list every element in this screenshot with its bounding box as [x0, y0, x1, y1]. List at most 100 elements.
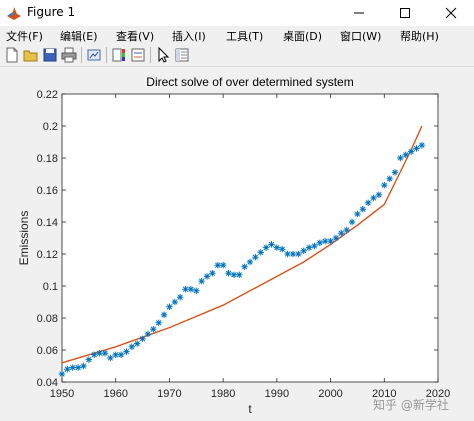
data-point — [375, 191, 383, 198]
data-point — [407, 148, 415, 155]
data-point — [338, 230, 345, 237]
data-point — [370, 194, 377, 202]
data-point — [225, 270, 232, 277]
x-tick-label: 1950 — [50, 388, 74, 400]
data-point — [386, 175, 393, 182]
close-button[interactable] — [428, 0, 474, 26]
data-point — [144, 330, 152, 338]
print-icon[interactable] — [60, 46, 78, 64]
data-point — [58, 370, 66, 378]
data-point — [279, 246, 286, 253]
x-tick-label: 2020 — [426, 388, 450, 400]
data-point — [107, 354, 114, 362]
data-point — [252, 254, 259, 261]
minimize-icon — [354, 12, 364, 14]
data-point — [241, 263, 248, 270]
maximize-icon — [400, 8, 410, 18]
colorbar-icon[interactable] — [110, 46, 128, 64]
data-point — [182, 286, 189, 293]
toolbar — [0, 44, 474, 67]
chart: 1950 1960 1970 1980 1990 2000 2010 2020 0.04 0.0… — [17, 75, 450, 416]
data-point — [327, 238, 334, 245]
close-icon — [445, 7, 457, 19]
data-point — [214, 262, 221, 269]
toolbar-separator — [150, 47, 151, 63]
menu-view[interactable]: 查看(V) — [116, 30, 155, 43]
data-point — [112, 351, 119, 358]
x-tick-label: 1960 — [103, 388, 127, 400]
data-point — [322, 238, 329, 245]
data-point — [176, 294, 184, 301]
data-point — [171, 298, 178, 306]
data-point — [101, 350, 109, 357]
data-point — [348, 218, 356, 226]
data-point — [391, 169, 399, 176]
data-point — [381, 182, 388, 189]
y-tick-label: 0.1 — [43, 281, 58, 293]
toolbar-separator — [106, 47, 107, 63]
menu-window[interactable]: 窗口(W) — [340, 30, 382, 43]
data-point — [284, 250, 291, 258]
menu-edit[interactable]: 编辑(E) — [60, 30, 98, 43]
title-bar: Figure 1 — [0, 0, 474, 27]
open-file-icon[interactable] — [22, 46, 40, 64]
data-point — [203, 273, 211, 280]
data-point — [332, 234, 340, 242]
minimize-button[interactable] — [336, 0, 382, 26]
data-point — [134, 340, 141, 347]
data-point — [74, 364, 82, 371]
menu-help[interactable]: 帮助(H) — [400, 30, 439, 43]
menu-tools[interactable]: 工具(T) — [226, 30, 264, 43]
window-title: Figure 1 — [27, 5, 76, 19]
y-tick-label: 0.2 — [43, 121, 58, 133]
data-point — [193, 287, 200, 294]
menu-bar: 文件(F) 编辑(E) 查看(V) 插入(I) 工具(T) 桌面(D) 窗口(W… — [0, 26, 474, 44]
menu-file[interactable]: 文件(F) — [6, 30, 43, 43]
matlab-icon — [6, 5, 22, 21]
property-editor-icon[interactable] — [173, 46, 191, 64]
data-point — [289, 250, 297, 258]
data-point — [80, 362, 87, 370]
x-tick-label: 1980 — [211, 388, 235, 400]
watermark: 知乎 @新学社 — [373, 398, 449, 412]
data-point — [123, 348, 130, 355]
y-axis-label: Emissions — [17, 211, 31, 266]
y-tick-label: 0.12 — [37, 249, 58, 261]
new-figure-icon[interactable] — [3, 46, 21, 64]
fit-curve — [61, 125, 423, 364]
data-point — [187, 286, 195, 293]
data-point — [230, 271, 238, 278]
menu-desktop[interactable]: 桌面(D) — [283, 30, 323, 43]
maximize-button[interactable] — [382, 0, 428, 26]
data-point — [359, 206, 366, 213]
link-plot-icon[interactable] — [85, 46, 103, 64]
y-tick-label: 0.18 — [37, 153, 58, 165]
y-tick-label: 0.14 — [37, 217, 58, 229]
data-point — [246, 258, 254, 266]
data-point — [91, 351, 98, 358]
data-point — [198, 278, 205, 285]
data-point — [85, 356, 93, 363]
data-point — [413, 145, 420, 152]
data-point — [305, 244, 313, 251]
data-point — [311, 242, 318, 250]
data-point — [64, 366, 71, 373]
pointer-icon[interactable] — [154, 46, 172, 64]
data-point — [117, 351, 125, 358]
legend-icon[interactable] — [129, 46, 147, 64]
data-point — [268, 241, 275, 248]
data-point — [155, 319, 162, 326]
data-point — [236, 271, 243, 278]
data-point — [262, 244, 270, 251]
x-tick-label: 2010 — [372, 388, 396, 400]
y-tick-label: 0.08 — [37, 313, 58, 325]
y-tick-label: 0.06 — [37, 345, 58, 357]
data-point — [209, 270, 216, 277]
menu-insert[interactable]: 插入(I) — [172, 30, 206, 43]
save-icon[interactable] — [41, 46, 59, 64]
data-point — [166, 303, 173, 310]
data-point — [150, 326, 157, 333]
data-point — [402, 151, 409, 158]
data-point — [316, 239, 324, 246]
data-point — [219, 262, 227, 269]
